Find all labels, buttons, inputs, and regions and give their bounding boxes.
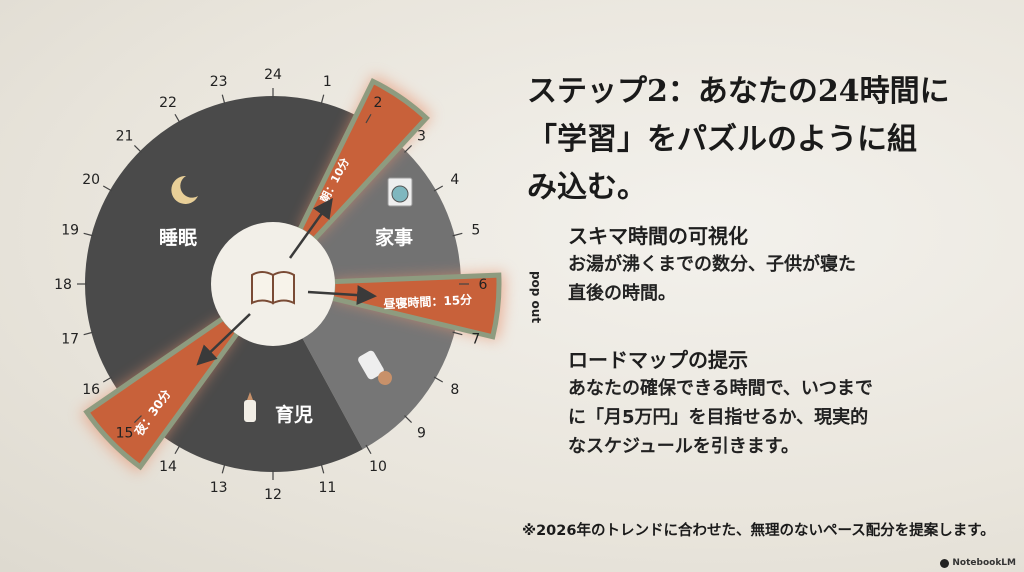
- hour-label: 4: [450, 172, 459, 188]
- hour-tick: [404, 415, 413, 424]
- small-bottle-nipple: [247, 392, 253, 400]
- hour-label: 3: [417, 129, 426, 145]
- section-heading: スキマ時間の可視化: [568, 224, 748, 248]
- hour-label: 17: [61, 331, 79, 347]
- title-line: み込む。: [527, 170, 647, 205]
- arrow: [288, 197, 333, 259]
- hour-label: 18: [54, 277, 72, 293]
- bottle-body: [358, 350, 384, 380]
- hour-label: 11: [318, 480, 336, 496]
- section-text: 直後の時間。: [568, 283, 676, 304]
- hour-tick: [83, 232, 94, 237]
- sleep-segment: [85, 96, 357, 391]
- section-text: お湯が沸くまでの数分、子供が寝た: [568, 254, 856, 275]
- brand-logo: NotebookLM: [940, 558, 1016, 568]
- hour-label: 1: [323, 74, 332, 90]
- hour-tick: [102, 376, 113, 383]
- moon-icon: [171, 175, 198, 204]
- hour-tick: [320, 463, 325, 474]
- hour-tick: [365, 113, 372, 124]
- notebooklm-icon: [940, 558, 950, 568]
- hour-tick: [433, 185, 444, 192]
- hour-label: 10: [369, 459, 387, 475]
- hour-label: 19: [61, 223, 79, 239]
- section-text: なスケジュールを引きます。: [568, 436, 799, 457]
- hour-tick: [83, 331, 94, 336]
- hour-label: 21: [116, 129, 134, 145]
- title-line: ステップ2：あなたの24時間に: [527, 74, 950, 109]
- hour-tick: [433, 376, 444, 383]
- section-text: に「月5万円」を目指せるか、現実的: [568, 407, 869, 428]
- hour-tick: [452, 232, 463, 237]
- hour-label: 22: [159, 95, 177, 111]
- sleep-label: 睡眠: [159, 227, 197, 249]
- footer-note: ※2026年のトレンドに合わせた、無理のないペース配分を提案します。: [522, 523, 995, 539]
- hour-label: 9: [417, 425, 426, 441]
- open-book-icon: [251, 271, 295, 305]
- hour-tick: [133, 415, 142, 424]
- hour-tick: [102, 185, 113, 192]
- hour-label: 13: [210, 480, 228, 496]
- section-heading: ロードマップの提示: [568, 348, 748, 372]
- hour-tick: [174, 113, 181, 124]
- section-roadmap: ロードマップの提示 あなたの確保できる時間で、いつまで に「月5万円」を目指せる…: [568, 346, 998, 461]
- section-visualize: スキマ時間の可視化 お湯が沸くまでの数分、子供が寝た 直後の時間。: [568, 222, 998, 308]
- hour-tick: [221, 94, 226, 105]
- popout-label: pop out: [529, 270, 544, 324]
- hour-label: 14: [159, 459, 177, 475]
- title-line: 「学習」をパズルのように組: [527, 122, 917, 157]
- arrow: [307, 285, 377, 306]
- hour-label: 7: [471, 331, 480, 347]
- washing-machine-icon: [387, 177, 413, 207]
- hour-label: 16: [82, 382, 100, 398]
- washer-door: [391, 185, 409, 203]
- hour-label: 6: [479, 277, 488, 293]
- hour-tick: [365, 444, 372, 455]
- hour-label: 15: [116, 425, 134, 441]
- baby-bottle-icon: [358, 350, 392, 385]
- nap-slot-label: 昼寝時間：15分: [382, 292, 472, 312]
- hour-tick: [174, 444, 181, 455]
- housework-segment: [313, 145, 461, 282]
- childcare-label: 育児: [275, 403, 313, 426]
- hour-label: 8: [450, 382, 459, 398]
- hour-label: 23: [210, 74, 228, 90]
- hour-tick: [133, 144, 142, 153]
- hour-label: 2: [374, 95, 383, 111]
- housework-label: 家事: [375, 226, 413, 249]
- hour-label: 20: [82, 172, 100, 188]
- section-text: あなたの確保できる時間で、いつまで: [568, 378, 873, 399]
- hour-tick: [221, 463, 226, 474]
- hour-tick: [404, 144, 413, 153]
- pacifier-icon: [378, 371, 392, 385]
- hour-label: 12: [264, 487, 282, 503]
- arrow: [196, 313, 251, 366]
- hour-tick: [320, 94, 325, 105]
- hour-tick: [452, 331, 463, 336]
- brand-name: NotebookLM: [952, 558, 1016, 568]
- hour-label: 24: [264, 67, 282, 83]
- small-bottle-icon: [244, 400, 256, 422]
- hour-label: 5: [471, 223, 480, 239]
- slide-title: ステップ2：あなたの24時間に 「学習」をパズルのように組 み込む。: [527, 68, 997, 212]
- book-pages: [251, 271, 295, 305]
